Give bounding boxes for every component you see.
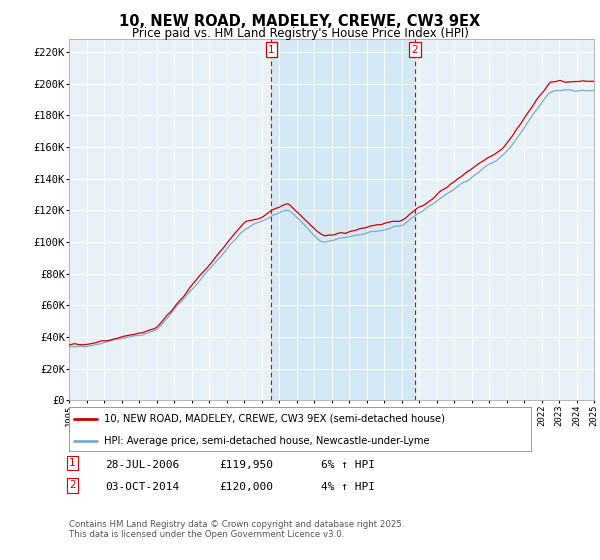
- Text: 1: 1: [69, 458, 76, 468]
- Text: 4% ↑ HPI: 4% ↑ HPI: [321, 482, 375, 492]
- Text: 6% ↑ HPI: 6% ↑ HPI: [321, 460, 375, 470]
- Text: 1: 1: [268, 45, 275, 55]
- Text: £119,950: £119,950: [219, 460, 273, 470]
- Bar: [271, 39, 415, 400]
- Text: Price paid vs. HM Land Registry's House Price Index (HPI): Price paid vs. HM Land Registry's House …: [131, 27, 469, 40]
- Text: 2: 2: [69, 480, 76, 491]
- Text: Contains HM Land Registry data © Crown copyright and database right 2025.
This d: Contains HM Land Registry data © Crown c…: [69, 520, 404, 539]
- Text: 10, NEW ROAD, MADELEY, CREWE, CW3 9EX (semi-detached house): 10, NEW ROAD, MADELEY, CREWE, CW3 9EX (s…: [104, 414, 445, 424]
- Text: 03-OCT-2014: 03-OCT-2014: [105, 482, 179, 492]
- Text: 28-JUL-2006: 28-JUL-2006: [105, 460, 179, 470]
- Text: 10, NEW ROAD, MADELEY, CREWE, CW3 9EX: 10, NEW ROAD, MADELEY, CREWE, CW3 9EX: [119, 14, 481, 29]
- Text: £120,000: £120,000: [219, 482, 273, 492]
- Text: 2: 2: [412, 45, 418, 55]
- Text: HPI: Average price, semi-detached house, Newcastle-under-Lyme: HPI: Average price, semi-detached house,…: [104, 436, 429, 446]
